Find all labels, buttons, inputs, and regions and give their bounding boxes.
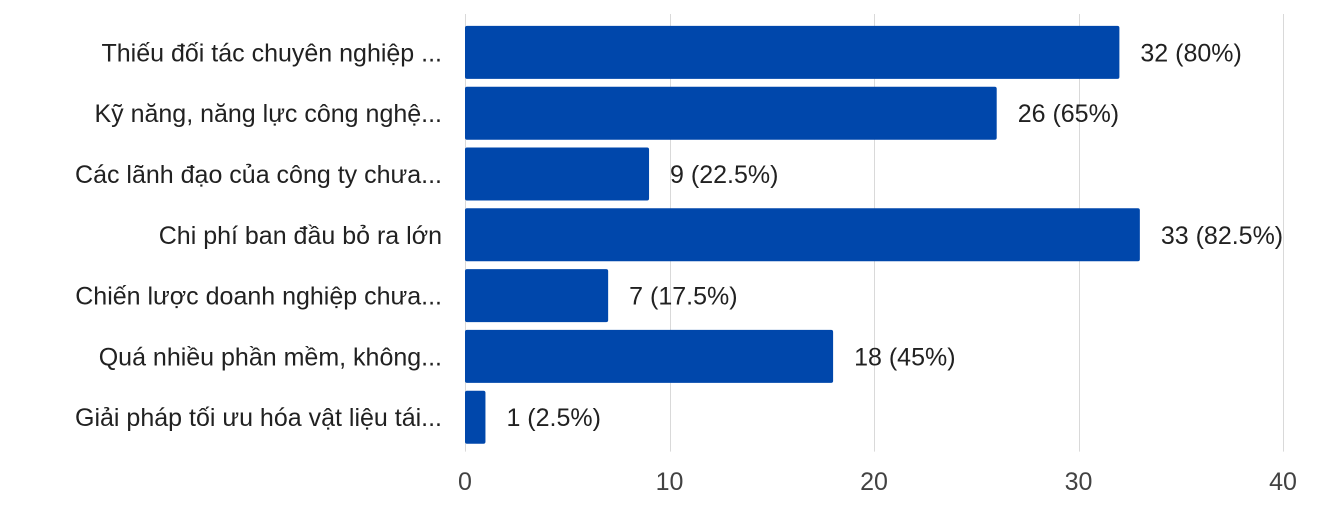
x-tick-label: 40 — [1269, 468, 1297, 496]
data-label: 9 (22.5%) — [670, 161, 778, 189]
x-tick-labels: 0 10 20 30 40 — [458, 468, 1297, 496]
bar — [465, 25, 1120, 79]
bar — [465, 147, 650, 201]
data-labels: 32 (80%) 26 (65%) 9 (22.5%) 33 (82.5%) 7 (17… — [506, 39, 1283, 432]
category-label: Các lãnh đạo của công ty chưa... — [75, 161, 442, 189]
data-label: 1 (2.5%) — [506, 404, 600, 432]
category-label: Kỹ năng, năng lực công nghệ... — [94, 100, 442, 128]
bars — [465, 25, 1140, 444]
data-label: 32 (80%) — [1140, 39, 1241, 67]
category-labels: Thiếu đối tác chuyên nghiệp ... Kỹ năng, … — [75, 39, 442, 432]
data-label: 26 (65%) — [1018, 100, 1119, 128]
x-tick-label: 0 — [458, 468, 472, 496]
data-label: 33 (82.5%) — [1161, 222, 1283, 250]
bar — [465, 208, 1140, 262]
x-tick-label: 30 — [1065, 468, 1093, 496]
data-label: 18 (45%) — [854, 343, 955, 371]
bar — [465, 329, 834, 383]
category-label: Giải pháp tối ưu hóa vật liệu tái... — [75, 404, 442, 432]
bar — [465, 390, 486, 444]
x-tick-label: 20 — [860, 468, 888, 496]
data-label: 7 (17.5%) — [629, 283, 737, 311]
bar — [465, 86, 997, 140]
category-label: Quá nhiều phần mềm, không... — [99, 343, 442, 371]
x-tick-label: 10 — [656, 468, 684, 496]
category-label: Chiến lược doanh nghiệp chưa... — [75, 283, 442, 311]
category-label: Chi phí ban đầu bỏ ra lớn — [159, 222, 442, 250]
bar — [465, 269, 609, 323]
category-label: Thiếu đối tác chuyên nghiệp ... — [101, 39, 442, 67]
